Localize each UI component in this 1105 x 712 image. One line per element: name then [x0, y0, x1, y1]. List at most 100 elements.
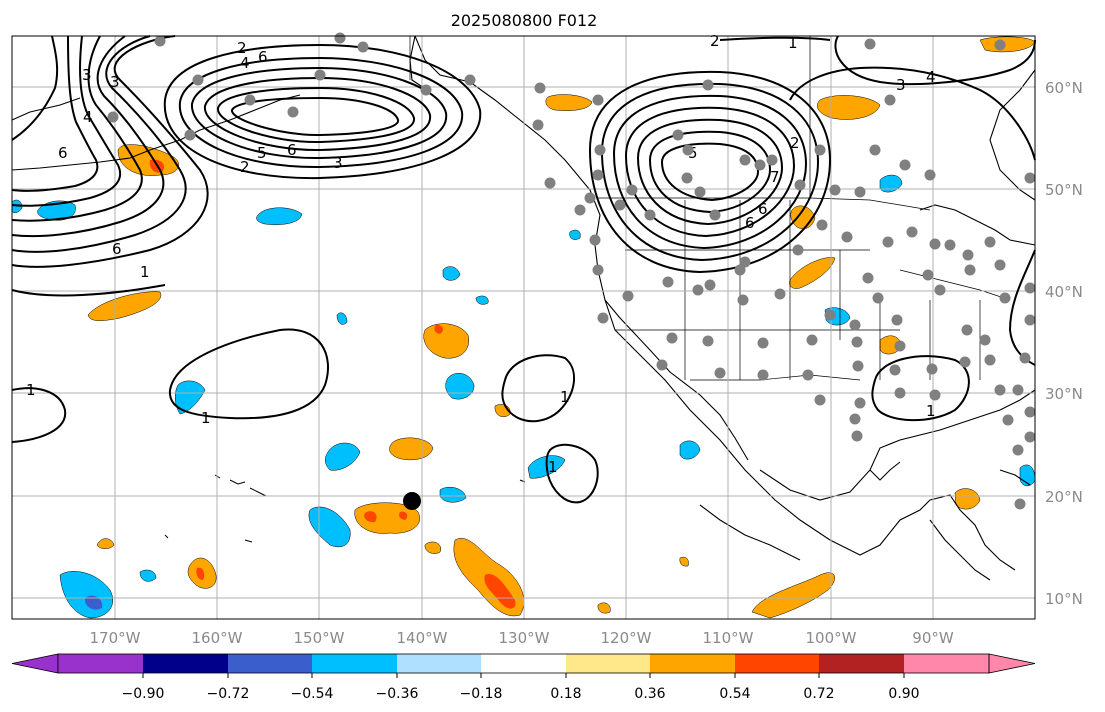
station-dot [994, 384, 1006, 396]
station-dot [891, 314, 903, 326]
contour-label: 3 [333, 154, 343, 172]
station-dot [802, 369, 814, 381]
lat-tick-label: 50°N [1045, 181, 1083, 199]
contour-label: 1 [788, 34, 798, 52]
station-dot [739, 154, 751, 166]
station-dot [464, 74, 476, 86]
map-title: 2025080800 F012 [451, 11, 598, 30]
station-dot [766, 154, 778, 166]
colorbar-swatch [650, 654, 735, 673]
lat-tick-label: 20°N [1045, 488, 1083, 506]
station-dot [704, 279, 716, 291]
station-dot [794, 179, 806, 191]
colorbar-tick-label: 0.36 [634, 686, 665, 702]
colorbar-swatch [312, 654, 397, 673]
station-dot [714, 367, 726, 379]
contour-label: 2 [790, 134, 800, 152]
contour-label: 6 [287, 141, 297, 159]
lon-tick-label: 140°W [397, 629, 448, 647]
station-dot [626, 184, 638, 196]
contour-label: 5 [688, 144, 698, 162]
station-dot [884, 94, 896, 106]
contour-label: 1 [26, 381, 36, 399]
map-frame [11, 35, 1036, 620]
station-dot [929, 389, 941, 401]
contour-label: 1 [201, 409, 211, 427]
station-dot [1024, 172, 1036, 184]
lat-tick-label: 30°N [1045, 385, 1083, 403]
contour-label: 1 [560, 388, 570, 406]
station-dot [894, 340, 906, 352]
colorbar-extend-max [988, 653, 1036, 674]
colorbar-ticks: −0.90 −0.72 −0.54 −0.36 −0.18 0.18 0.36 … [122, 686, 920, 702]
station-dot [107, 111, 119, 123]
station-dot [694, 186, 706, 198]
colorbar-swatch [228, 654, 312, 673]
station-dot [959, 356, 971, 368]
contour-label: 2 [240, 158, 250, 176]
station-dot [622, 290, 634, 302]
lon-tick-label: 160°W [192, 629, 243, 647]
station-dot [889, 364, 901, 376]
station-dot [814, 144, 826, 156]
station-dot [849, 319, 861, 331]
colorbar-tick-label: 0.72 [803, 686, 834, 702]
lon-tick-label: 120°W [601, 629, 652, 647]
islands [164, 474, 526, 543]
colorbar-tick-label: 0.90 [888, 686, 919, 702]
station-dot [829, 184, 841, 196]
station-dot [592, 264, 604, 276]
contour-label: 1 [926, 402, 936, 420]
colorbar-swatch [735, 654, 819, 673]
contour-label: 6 [58, 144, 68, 162]
colorbar-swatch [397, 654, 481, 673]
station-dot [757, 369, 769, 381]
station-dot [584, 192, 596, 204]
station-dot [864, 38, 876, 50]
contour-label: 6 [758, 200, 768, 218]
station-dot [666, 332, 678, 344]
station-dot [357, 41, 369, 53]
station-dot [862, 272, 874, 284]
station-dot [906, 226, 918, 238]
colorbar-swatch [819, 654, 904, 673]
station-dot [757, 337, 769, 349]
lon-tick-label: 110°W [703, 629, 754, 647]
station-dot [1024, 406, 1036, 418]
station-dot [739, 256, 751, 268]
station-dot [192, 74, 204, 86]
station-dot [924, 169, 936, 181]
station-dot [702, 79, 714, 91]
station-dot [922, 269, 934, 281]
contour-label: 4 [240, 54, 250, 72]
station-dot [964, 264, 976, 276]
contour-label: 2 [237, 39, 247, 57]
contour-label: 5 [257, 144, 267, 162]
map-panel: 2 4 6 3 4 3 6 6 1 2 5 6 3 2 2 1 3 4 5 6 … [11, 32, 1036, 620]
colorbar-tick-label: −0.36 [376, 686, 419, 702]
station-dot [532, 119, 544, 131]
station-dot [929, 238, 941, 250]
colorbar-tick-label: 0.54 [719, 686, 750, 702]
location-marker [403, 492, 421, 510]
station-dot [854, 397, 866, 409]
longitude-ticks: 170°W 160°W 150°W 140°W 130°W 120°W 110°… [90, 629, 954, 647]
station-dot [816, 219, 828, 231]
station-dot [1012, 444, 1024, 456]
station-dot [824, 309, 836, 321]
station-dot [692, 284, 704, 296]
contour-label: 1 [140, 263, 150, 281]
station-dot [594, 144, 606, 156]
contour-label: 6 [258, 48, 268, 66]
station-dot [984, 236, 996, 248]
contour-label: 2 [710, 32, 720, 50]
lon-tick-label: 130°W [499, 629, 550, 647]
station-dot [1019, 352, 1031, 364]
station-dot [1024, 431, 1036, 443]
station-dot [1024, 314, 1036, 326]
station-dot [961, 324, 973, 336]
contour-label: 1 [548, 458, 558, 476]
colorbar-tick-label: −0.90 [122, 686, 165, 702]
contour-label: 3 [82, 66, 92, 84]
station-dot [1012, 384, 1024, 396]
